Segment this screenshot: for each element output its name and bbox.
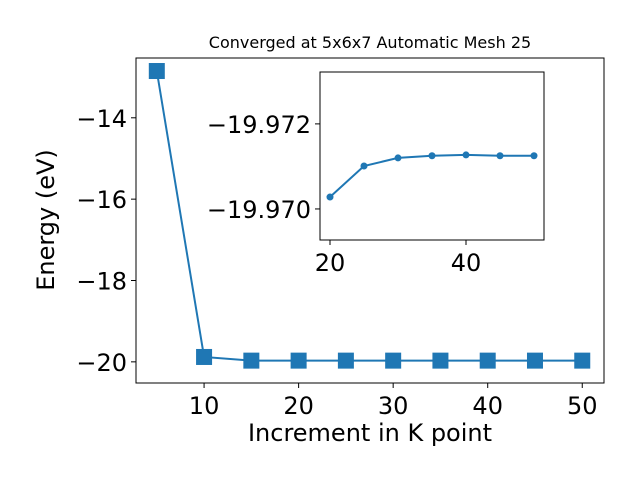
y-tick-label: −18: [76, 267, 127, 295]
point: [290, 352, 307, 369]
x-tick-label: 20: [315, 249, 346, 277]
chart-title: Converged at 5x6x7 Automatic Mesh 25: [209, 33, 531, 52]
point: [360, 162, 368, 170]
point: [462, 151, 470, 159]
y-axis-label: Energy (eV): [32, 149, 60, 291]
y-tick-label: −14: [76, 105, 127, 133]
point: [574, 352, 591, 369]
x-tick-label: 20: [283, 392, 314, 420]
x-tick-label: 10: [189, 392, 220, 420]
series-line: [155, 70, 583, 362]
x-tick-label: 40: [472, 392, 503, 420]
y-tick-label: −19.972: [207, 111, 311, 139]
point: [428, 152, 436, 160]
x-tick-label: 50: [567, 392, 598, 420]
point: [394, 154, 402, 162]
point: [432, 352, 449, 369]
y-tick-label: −19.970: [207, 196, 311, 224]
point: [243, 352, 260, 369]
point: [479, 352, 496, 369]
point: [526, 352, 543, 369]
point: [496, 152, 504, 160]
y-tick-label: −20: [76, 349, 127, 377]
point: [337, 352, 354, 369]
point: [385, 352, 402, 369]
x-tick-label: 30: [378, 392, 409, 420]
x-axis-label: Increment in K point: [248, 419, 492, 447]
point: [148, 63, 165, 80]
point: [326, 193, 334, 201]
y-tick-label: −16: [76, 186, 127, 214]
point: [196, 348, 213, 365]
point: [530, 152, 538, 160]
x-tick-label: 40: [451, 249, 482, 277]
